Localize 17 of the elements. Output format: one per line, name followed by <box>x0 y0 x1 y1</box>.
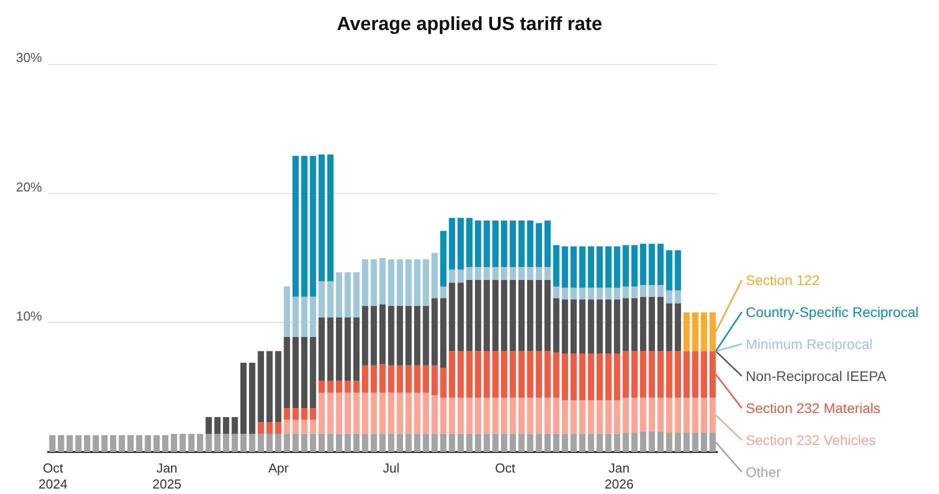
x-tick-label: Oct 2024 <box>38 460 68 492</box>
x-tick-label: Jan 2026 <box>604 460 634 492</box>
x-tick-label: Apr <box>268 460 290 476</box>
chart-title: Average applied US tariff rate <box>336 14 602 35</box>
y-tick-label: 10% <box>16 308 42 324</box>
legend-label: Minimum Reciprocal <box>746 336 873 352</box>
y-tick-label: 30% <box>16 50 42 65</box>
text: Other <box>746 464 782 480</box>
text: Section 232 Materials <box>746 400 880 416</box>
text: Country-Specific Reciprocal <box>746 304 919 320</box>
x-tick-label: Oct <box>495 460 516 476</box>
text: Section 122 <box>746 272 820 288</box>
x-tick-label: Jul <box>382 460 400 476</box>
x-tick-label: Jan 2025 <box>152 460 182 492</box>
y-tick-label: 20% <box>16 179 42 194</box>
text: Section 232 Vehicles <box>746 432 876 448</box>
text: Non-Reciprocal IEEPA <box>746 368 888 384</box>
